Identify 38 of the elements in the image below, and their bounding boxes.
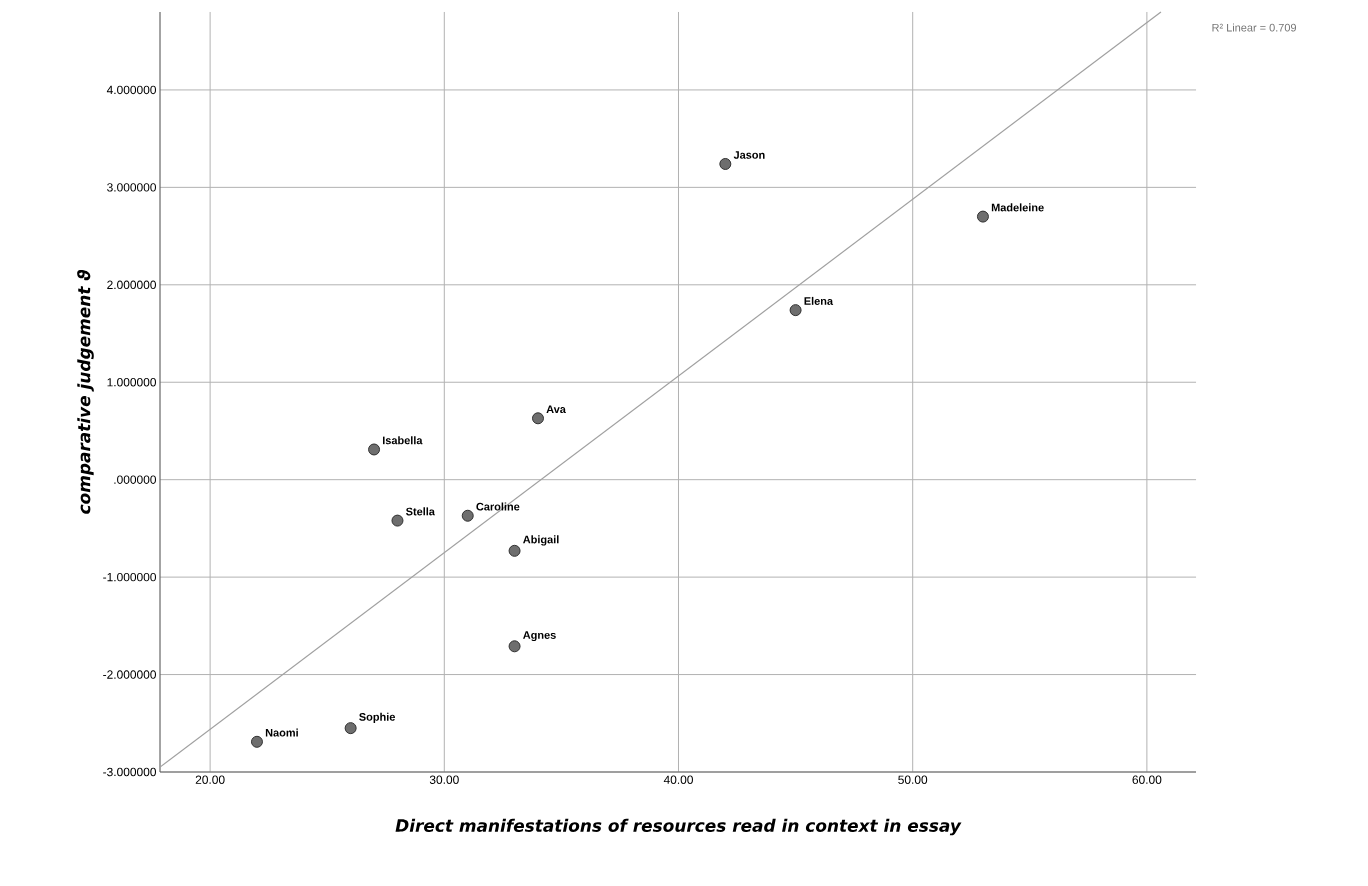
y-tick-label: 2.000000 bbox=[107, 280, 157, 290]
point bbox=[789, 304, 802, 317]
point bbox=[461, 509, 474, 522]
y-tick-label: 3.000000 bbox=[107, 183, 157, 192]
annotation: Agnes bbox=[523, 631, 556, 642]
x-tick-label: 30.00 bbox=[429, 775, 459, 784]
point bbox=[344, 722, 357, 735]
y-tick-label: .000000 bbox=[114, 475, 157, 484]
point bbox=[368, 443, 381, 456]
annotation: Naomi bbox=[265, 728, 298, 737]
text: R² Linear = 0.709 bbox=[1212, 23, 1297, 32]
point bbox=[531, 412, 544, 425]
y-axis-title: comparative judgement ϑ bbox=[77, 270, 94, 514]
point bbox=[391, 514, 404, 527]
annotation: Abigail bbox=[523, 535, 559, 546]
annotation: Ava bbox=[546, 405, 566, 414]
annotation: Caroline bbox=[476, 502, 520, 511]
point bbox=[508, 544, 521, 557]
y-tick-label: -1.000000 bbox=[103, 572, 157, 582]
annotation: Sophie bbox=[359, 712, 395, 723]
x-tick-label: 50.00 bbox=[898, 775, 928, 784]
annotation: Madeleine bbox=[991, 203, 1044, 212]
point bbox=[976, 210, 989, 223]
annotation: Jason bbox=[733, 151, 765, 159]
x-tick-label: 60.00 bbox=[1132, 775, 1162, 784]
x-tick-label: 40.00 bbox=[663, 775, 693, 784]
point bbox=[250, 735, 263, 748]
point bbox=[508, 640, 521, 653]
annotation: Stella bbox=[405, 507, 435, 516]
y-tick-label: -2.000000 bbox=[103, 670, 157, 679]
y-tick-label: 4.000000 bbox=[106, 85, 157, 95]
y-tick-label: -3.000000 bbox=[103, 767, 157, 777]
y-tick-label: 1.000000 bbox=[107, 378, 157, 387]
annotation: Isabella bbox=[382, 436, 423, 445]
x-axis-title: Direct manifestations of resources read in context in essay bbox=[395, 818, 962, 836]
annotation: Elena bbox=[804, 296, 834, 305]
x-tick-label: 20.00 bbox=[195, 775, 225, 784]
point bbox=[719, 157, 732, 170]
